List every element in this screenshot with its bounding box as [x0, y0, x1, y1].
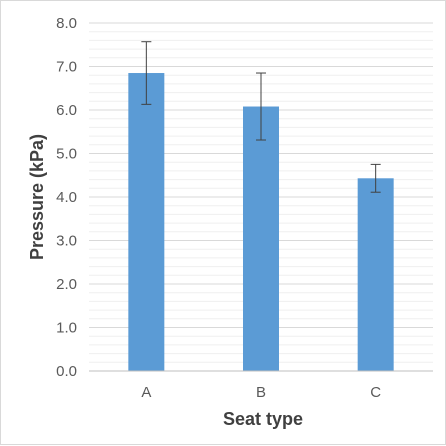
bars [128, 73, 394, 372]
y-tick-label: 2.0 [56, 276, 77, 293]
y-tick-label: 6.0 [56, 102, 77, 119]
x-tick-label: B [256, 384, 266, 401]
y-tick-label: 0.0 [56, 363, 77, 380]
y-tick-label: 8.0 [56, 15, 77, 32]
x-axis-title: Seat type [223, 409, 303, 429]
bar-b [243, 106, 279, 372]
error-bar-a [141, 41, 152, 105]
y-tick-label: 1.0 [56, 320, 77, 337]
error-bar-b [256, 72, 266, 141]
x-tick-label: C [370, 384, 381, 401]
error-bars [141, 41, 381, 193]
y-tick-label: 3.0 [56, 233, 77, 250]
y-tick-labels: 0.0 1.0 2.0 3.0 4.0 5.0 6.0 7.0 8.0 [56, 15, 77, 380]
y-tick-label: 7.0 [56, 59, 77, 76]
y-tick-label: 4.0 [56, 189, 77, 206]
x-tick-labels: A B C [141, 384, 381, 401]
bar-a [128, 73, 165, 372]
error-bar-c [370, 163, 381, 193]
y-axis-title: Pressure (kPa) [27, 134, 47, 260]
x-tick-label: A [141, 384, 151, 401]
y-tick-label: 5.0 [56, 146, 77, 163]
bar-c [357, 178, 394, 371]
